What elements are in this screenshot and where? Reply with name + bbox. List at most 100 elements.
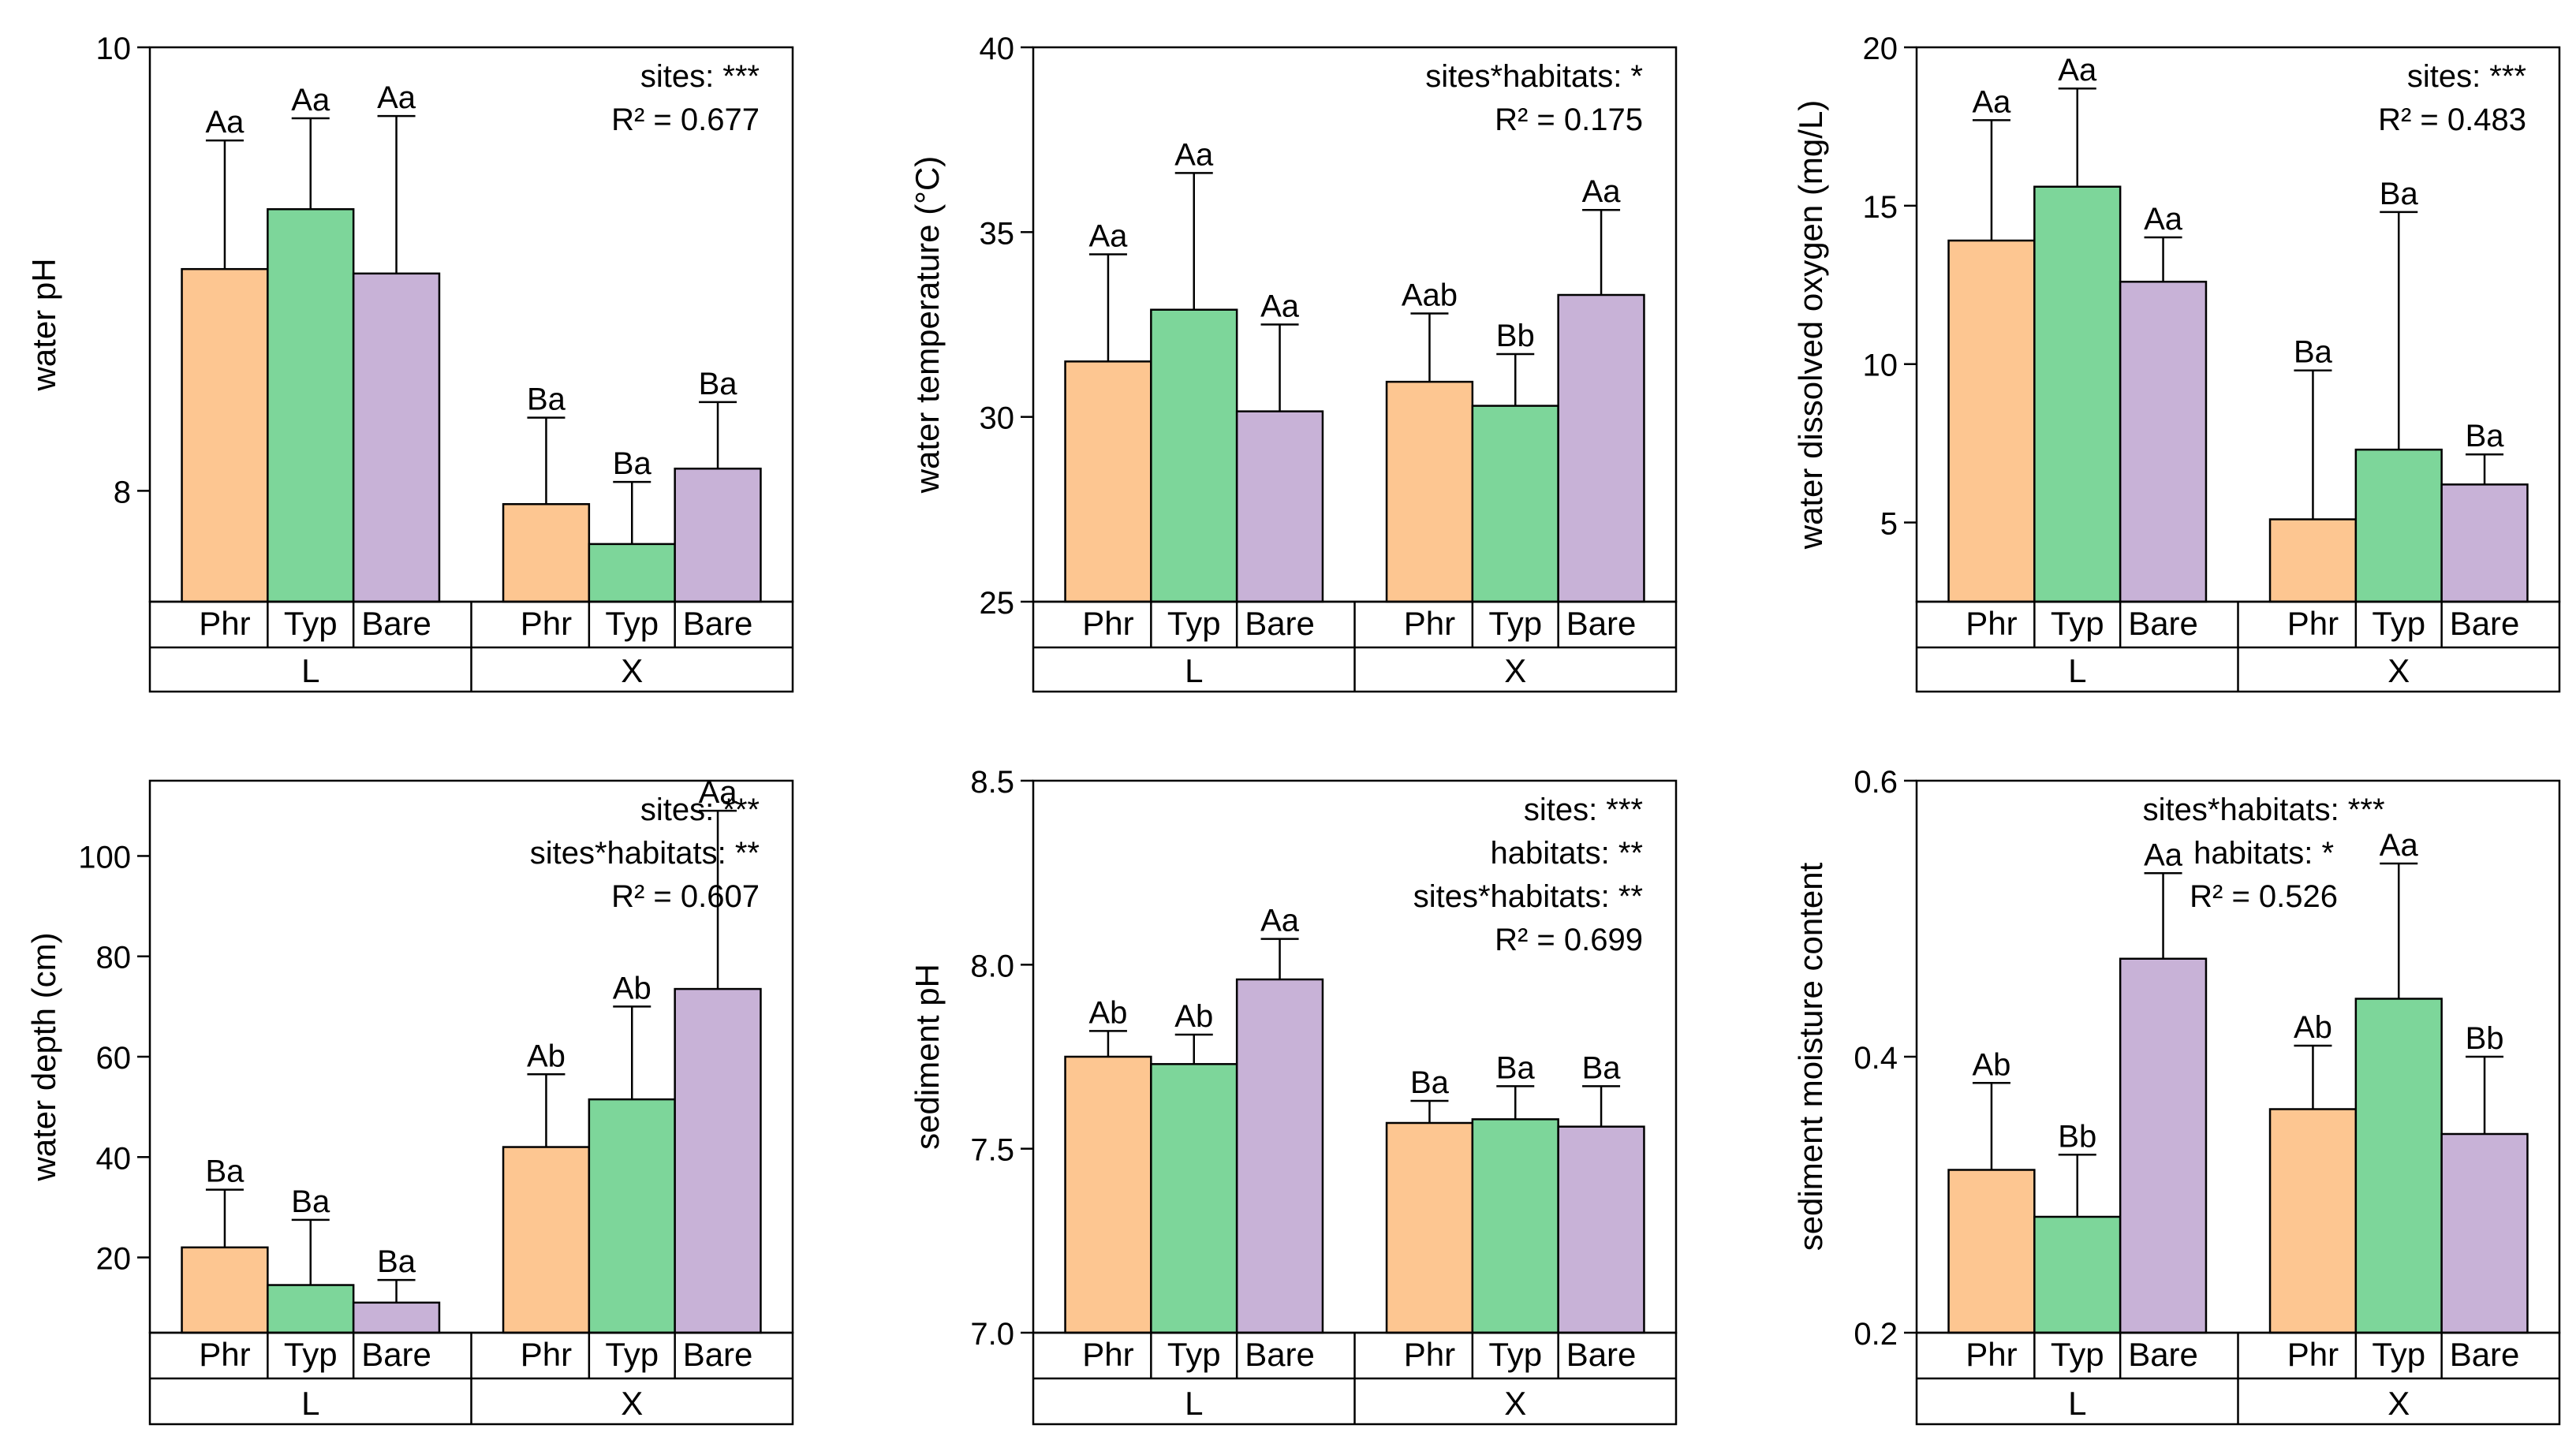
category-label: Typ <box>2051 605 2104 642</box>
bar-X-Bare <box>674 987 762 1334</box>
site-label: L <box>1185 1385 1203 1422</box>
site-label: X <box>1504 652 1526 689</box>
significance-letter: Aab <box>1402 278 1458 312</box>
category-label: Phr <box>1966 1336 2017 1373</box>
significance-letter: Ba <box>2380 177 2419 211</box>
bar-X-Typ <box>1471 1118 1559 1334</box>
y-tick-label: 40 <box>980 32 1015 66</box>
category-label: Bare <box>1566 605 1637 642</box>
bar-L-Phr <box>181 267 269 603</box>
category-label: Phr <box>2287 1336 2339 1373</box>
panel-2: water temperature (°C) 25 30 35 40 Aa Phr Aa Typ… <box>909 32 1678 693</box>
bar-L-Bare <box>2119 281 2208 603</box>
site-label: X <box>2387 1385 2410 1422</box>
site-label: L <box>2068 1385 2086 1422</box>
site-label: L <box>1185 652 1203 689</box>
category-label: Phr <box>1404 1336 1455 1373</box>
stats-annotation: R² = 0.526 <box>2190 879 2338 914</box>
y-axis-label: water depth (cm) <box>25 932 62 1181</box>
significance-letter: Ba <box>2294 335 2333 370</box>
category-label: Bare <box>1245 605 1315 642</box>
y-tick-label: 100 <box>78 840 131 875</box>
bar-X-Phr <box>2268 1108 2358 1334</box>
panel-5: sediment pH 7.0 7.5 8.0 8.5 Ab Phr Ab Typ Aa Bare B… <box>909 765 1678 1426</box>
significance-letter: Ba <box>205 1154 245 1189</box>
significance-letter: Aa <box>1972 84 2011 119</box>
bar-L-Phr <box>1064 1055 1152 1334</box>
category-label: Bare <box>1245 1336 1315 1373</box>
bar-L-Bare <box>352 272 441 603</box>
site-label: L <box>301 1385 319 1422</box>
y-tick-label: 20 <box>1863 32 1898 66</box>
site-label: L <box>2068 652 2086 689</box>
significance-letter: Ba <box>1496 1050 1536 1085</box>
significance-letter: Ab <box>527 1039 566 1073</box>
significance-letter: Aa <box>1174 137 1214 172</box>
significance-letter: Bb <box>2466 1021 2504 1056</box>
stats-annotation: sites: *** <box>640 793 760 827</box>
stats-annotation: habitats: ** <box>1491 836 1643 871</box>
y-tick-label: 8.5 <box>970 765 1014 800</box>
y-tick-label: 8.0 <box>970 949 1014 983</box>
significance-letter: Aa <box>2144 837 2183 872</box>
y-tick-label: 7.5 <box>970 1133 1014 1168</box>
category-label: Typ <box>2372 1336 2425 1373</box>
significance-letter: Aa <box>2144 202 2183 237</box>
stats-annotation: sites*habitats: *** <box>2143 793 2385 827</box>
significance-letter: Ba <box>377 1244 416 1279</box>
y-tick-label: 7.0 <box>970 1317 1014 1352</box>
category-label: Bare <box>2450 605 2520 642</box>
category-label: Phr <box>199 605 250 642</box>
significance-letter: Aa <box>2380 828 2419 863</box>
category-label: Bare <box>1566 1336 1637 1373</box>
bar-L-Typ <box>267 208 355 603</box>
site-label: X <box>1504 1385 1526 1422</box>
significance-letter: Ba <box>291 1184 330 1219</box>
significance-letter: Ba <box>613 446 652 481</box>
significance-letter: Aa <box>1260 289 1300 324</box>
significance-letter: Aa <box>291 83 330 117</box>
category-label: Phr <box>1966 605 2017 642</box>
category-label: Bare <box>2128 605 2198 642</box>
category-label: Typ <box>1488 1336 1542 1373</box>
bar-L-Bare <box>2119 957 2208 1334</box>
category-label: Typ <box>284 1336 338 1373</box>
site-label: X <box>621 1385 643 1422</box>
y-axis-label: sediment pH <box>909 964 946 1150</box>
bar-L-Bare <box>1235 410 1324 603</box>
bar-X-Typ <box>2354 998 2443 1334</box>
bar-L-Typ <box>1150 1063 1238 1334</box>
bar-X-Bare <box>2440 1132 2529 1334</box>
y-tick-label: 10 <box>96 32 132 66</box>
bar-X-Typ <box>2354 448 2443 603</box>
y-tick-label: 5 <box>1880 507 1898 542</box>
category-label: Typ <box>605 1336 659 1373</box>
bar-L-Typ <box>1150 308 1238 603</box>
category-label: Phr <box>1404 605 1455 642</box>
bar-L-Phr <box>1947 1169 2036 1334</box>
panel-1: water pH 8 10 Aa Phr Aa Typ Aa Bare Ba Phr Ba Typ Ba B… <box>25 32 794 693</box>
category-label: Typ <box>284 605 338 642</box>
significance-letter: Ba <box>699 367 738 401</box>
significance-letter: Bb <box>1496 319 1535 353</box>
category-label: Typ <box>1488 605 1542 642</box>
category-label: Bare <box>361 605 431 642</box>
significance-letter: Ab <box>2294 1010 2332 1045</box>
significance-letter: Ba <box>1410 1065 1450 1100</box>
category-label: Phr <box>1082 605 1133 642</box>
stats-annotation: R² = 0.175 <box>1495 103 1643 137</box>
category-label: Typ <box>605 605 659 642</box>
bar-X-Bare <box>1557 1125 1645 1334</box>
bar-X-Bare <box>674 468 762 603</box>
y-tick-label: 15 <box>1863 190 1898 225</box>
y-tick-label: 60 <box>96 1041 132 1076</box>
significance-letter: Ba <box>527 382 566 417</box>
category-label: Bare <box>683 605 753 642</box>
significance-letter: Ba <box>1582 1050 1622 1085</box>
panel-6: sediment moisture content 0.2 0.4 0.6 Ab Phr B… <box>1792 765 2561 1426</box>
y-tick-label: 8 <box>114 475 131 509</box>
y-tick-label: 80 <box>96 941 132 975</box>
significance-letter: Ab <box>1972 1047 2010 1082</box>
significance-letter: Ab <box>1174 999 1213 1034</box>
bar-L-Typ <box>2033 185 2122 603</box>
